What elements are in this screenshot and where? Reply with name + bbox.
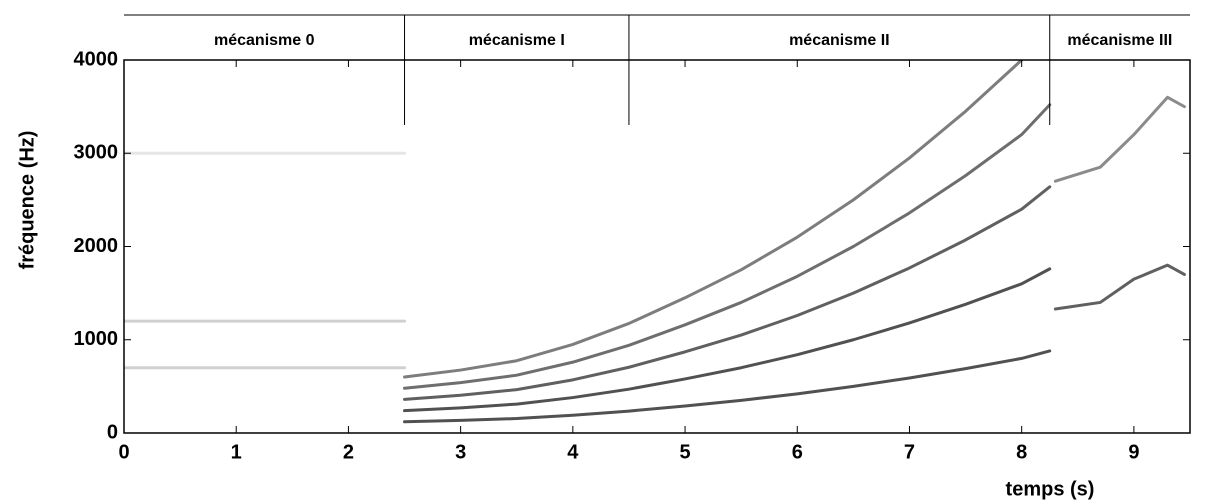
x-tick-label: 2 — [343, 441, 354, 463]
harmonic-track — [403, 267, 1052, 413]
y-tick-label: 0 — [107, 421, 118, 443]
x-tick-label: 3 — [455, 441, 466, 463]
harmonic-track — [403, 185, 1052, 401]
x-tick-label: 0 — [118, 441, 129, 463]
plot-area — [124, 60, 1186, 424]
plot-frame — [123, 59, 1191, 434]
harmonic-track — [403, 349, 1052, 424]
x-tick-label: 1 — [231, 441, 242, 463]
region-label: mécanisme II — [789, 32, 890, 49]
x-tick-label: 7 — [904, 441, 915, 463]
harmonic-track — [1053, 95, 1186, 183]
harmonic-track — [403, 60, 1024, 379]
y-axis-label: fréquence (Hz) — [16, 131, 38, 270]
x-tick-label: 9 — [1128, 441, 1139, 463]
x-tick-label: 5 — [679, 441, 690, 463]
x-tick-label: 6 — [792, 441, 803, 463]
y-tick-label: 4000 — [74, 48, 119, 70]
harmonic-track — [403, 103, 1052, 390]
y-tick-label: 3000 — [74, 142, 119, 164]
region-label: mécanisme III — [1067, 32, 1172, 49]
region-label: mécanisme I — [469, 32, 565, 49]
y-tick-label: 1000 — [74, 328, 119, 350]
y-tick-label: 2000 — [74, 235, 119, 257]
x-tick-label: 8 — [1016, 441, 1027, 463]
x-axis-label: temps (s) — [1006, 478, 1095, 500]
region-label: mécanisme 0 — [214, 32, 315, 49]
harmonic-track — [1053, 263, 1186, 311]
x-tick-label: 4 — [567, 441, 579, 463]
